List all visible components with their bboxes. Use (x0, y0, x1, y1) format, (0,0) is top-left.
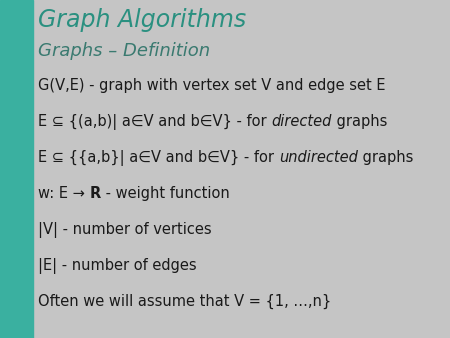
Text: Graphs – Definition: Graphs – Definition (38, 42, 211, 60)
Text: Often we will assume that V = {1, …,n}: Often we will assume that V = {1, …,n} (38, 294, 332, 309)
Text: G(V,E) - graph with vertex set V and edge set E: G(V,E) - graph with vertex set V and edg… (38, 78, 386, 93)
Text: - weight function: - weight function (101, 186, 230, 201)
Text: Graph Algorithms: Graph Algorithms (38, 8, 247, 32)
Text: E ⊆ {{a,b}| a∈V and b∈V} - for: E ⊆ {{a,b}| a∈V and b∈V} - for (38, 150, 279, 166)
Text: |E| - number of edges: |E| - number of edges (38, 258, 197, 274)
Text: |V| - number of vertices: |V| - number of vertices (38, 222, 212, 238)
Text: graphs: graphs (358, 150, 413, 165)
Text: R: R (90, 186, 101, 201)
Text: w: E →: w: E → (38, 186, 90, 201)
Text: E ⊆ {(a,b)| a∈V and b∈V} - for: E ⊆ {(a,b)| a∈V and b∈V} - for (38, 114, 271, 130)
Text: directed: directed (271, 114, 332, 129)
Text: graphs: graphs (332, 114, 387, 129)
Bar (0, 0, 33, 338)
Text: undirected: undirected (279, 150, 358, 165)
